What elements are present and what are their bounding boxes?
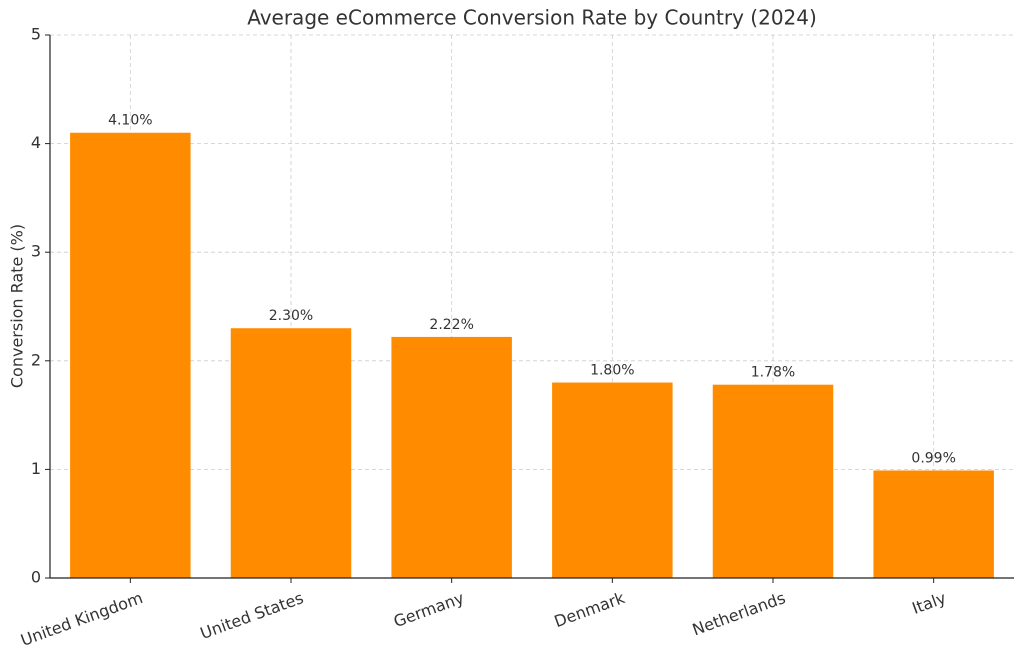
bar xyxy=(230,328,352,578)
chart-title: Average eCommerce Conversion Rate by Cou… xyxy=(247,6,817,30)
x-tick-label: Netherlands xyxy=(690,588,788,639)
value-label: 2.30% xyxy=(269,308,313,324)
bar xyxy=(712,384,834,578)
x-tick-label: United Kingdom xyxy=(18,588,145,650)
value-label: 2.22% xyxy=(429,317,473,333)
bar xyxy=(552,382,673,578)
y-axis-label: Conversion Rate (%) xyxy=(8,224,27,388)
value-label: 0.99% xyxy=(911,450,955,466)
value-label: 1.80% xyxy=(590,363,634,379)
bar xyxy=(873,470,994,578)
value-label: 1.78% xyxy=(751,365,795,381)
x-tick-label: Italy xyxy=(909,588,948,618)
y-tick-label: 2 xyxy=(31,350,41,369)
bar xyxy=(70,132,191,579)
y-tick-label: 1 xyxy=(31,459,41,478)
x-tick-label: Denmark xyxy=(552,588,628,631)
x-tick-label: United States xyxy=(198,588,306,643)
bar xyxy=(391,336,512,578)
x-tick-label: Germany xyxy=(391,588,467,631)
y-tick-label: 4 xyxy=(31,133,41,152)
y-tick-label: 3 xyxy=(31,242,41,261)
y-tick-label: 0 xyxy=(31,568,41,587)
value-label: 4.10% xyxy=(108,113,152,129)
y-tick-label: 5 xyxy=(31,25,41,44)
